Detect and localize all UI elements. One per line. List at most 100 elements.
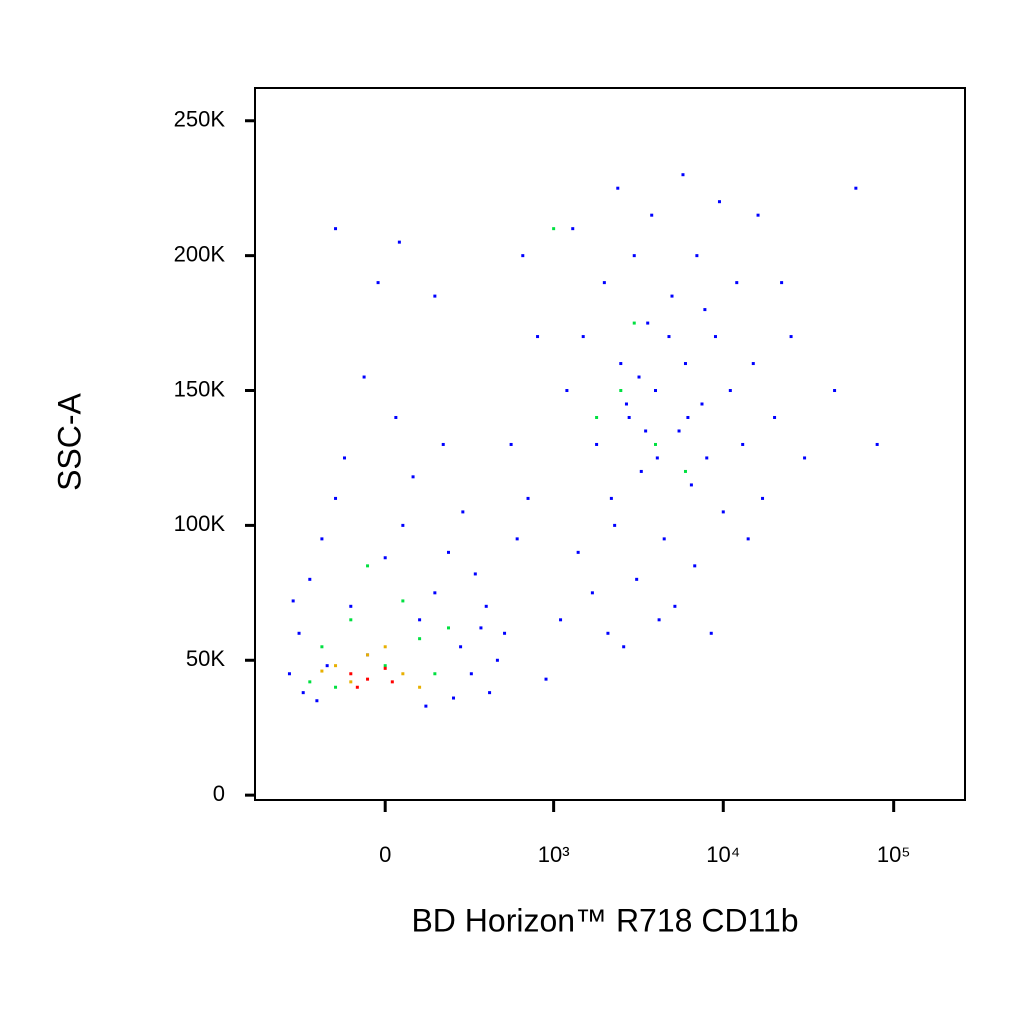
data-point (366, 564, 370, 568)
data-point (343, 456, 347, 460)
data-point (401, 523, 405, 527)
data-point (397, 240, 401, 244)
y-tick-label: 0 (213, 781, 225, 806)
data-point (717, 200, 721, 204)
data-point (670, 294, 674, 298)
data-point (609, 496, 613, 500)
data-point (854, 186, 858, 190)
data-point (334, 685, 338, 689)
data-point (418, 685, 422, 689)
data-point (616, 186, 620, 190)
data-point (308, 577, 312, 581)
data-point (488, 691, 492, 695)
data-point (595, 442, 599, 446)
data-point (632, 321, 636, 325)
data-point (515, 537, 519, 541)
data-point (308, 680, 312, 684)
data-point (355, 685, 359, 689)
data-point (411, 475, 415, 479)
data-point (452, 696, 456, 700)
data-point (334, 496, 338, 500)
data-point (619, 362, 623, 366)
data-point (424, 704, 428, 708)
data-point (349, 618, 353, 622)
data-point (291, 599, 295, 603)
data-point (728, 389, 732, 393)
data-point (624, 402, 628, 406)
data-point (433, 672, 437, 676)
data-point (366, 653, 370, 657)
data-point (741, 442, 745, 446)
data-point (673, 604, 677, 608)
y-axis-label: SSC-A (51, 392, 87, 490)
data-point (602, 281, 606, 285)
data-point (657, 618, 661, 622)
data-point (521, 254, 525, 258)
data-point (761, 496, 765, 500)
data-point (622, 645, 626, 649)
data-point (320, 537, 324, 541)
x-tick-label: 0 (379, 842, 391, 867)
data-point (655, 456, 659, 460)
data-point (595, 415, 599, 419)
data-point (709, 631, 713, 635)
data-point (590, 591, 594, 595)
data-point (662, 537, 666, 541)
data-point (418, 637, 422, 641)
data-point (689, 483, 693, 487)
data-point (637, 375, 641, 379)
data-point (735, 281, 739, 285)
data-point (639, 469, 643, 473)
x-axis-label: BD Horizon™ R718 CD11b (411, 902, 798, 938)
data-point (646, 321, 650, 325)
data-point (461, 510, 465, 514)
data-point (349, 680, 353, 684)
data-point (446, 626, 450, 630)
data-point (565, 389, 569, 393)
data-point (433, 591, 437, 595)
data-point (686, 415, 690, 419)
data-point (606, 631, 610, 635)
data-point (334, 664, 338, 668)
data-point (473, 572, 477, 576)
data-point (383, 556, 387, 560)
data-point (780, 281, 784, 285)
data-point (401, 672, 405, 676)
data-point (700, 402, 704, 406)
data-point (433, 294, 437, 298)
data-point (320, 669, 324, 673)
data-point (875, 442, 879, 446)
data-point (751, 362, 755, 366)
data-point (576, 550, 580, 554)
data-point (544, 677, 548, 681)
data-point (390, 680, 394, 684)
data-point (613, 523, 617, 527)
data-point (401, 599, 405, 603)
data-point (366, 677, 370, 681)
data-point (334, 227, 338, 231)
data-point (677, 429, 681, 433)
y-tick-label: 200K (174, 241, 226, 266)
y-tick-label: 100K (174, 511, 226, 536)
data-point (503, 631, 507, 635)
data-point (383, 666, 387, 670)
data-point (320, 645, 324, 649)
data-point (495, 658, 499, 662)
data-point (394, 415, 398, 419)
data-point (653, 389, 657, 393)
plot-frame (254, 87, 966, 801)
y-tick-label: 250K (174, 107, 226, 132)
y-tick-label: 150K (174, 376, 226, 401)
data-point (559, 618, 563, 622)
data-point (479, 626, 483, 630)
data-point (644, 429, 648, 433)
data-point (526, 496, 530, 500)
data-point (693, 564, 697, 568)
x-tick-label: 10⁴ (706, 842, 740, 867)
data-point (301, 691, 305, 695)
data-point (635, 577, 639, 581)
data-point (349, 604, 353, 608)
data-point (383, 664, 387, 668)
data-point (756, 213, 760, 217)
